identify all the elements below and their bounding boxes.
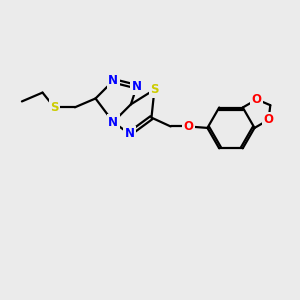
Text: O: O xyxy=(252,93,262,106)
Text: O: O xyxy=(264,113,274,126)
Text: O: O xyxy=(183,120,193,133)
Text: N: N xyxy=(132,80,142,93)
Text: S: S xyxy=(150,83,159,96)
Text: N: N xyxy=(108,74,118,87)
Text: N: N xyxy=(124,127,134,140)
Text: S: S xyxy=(50,101,58,114)
Text: N: N xyxy=(108,116,118,128)
